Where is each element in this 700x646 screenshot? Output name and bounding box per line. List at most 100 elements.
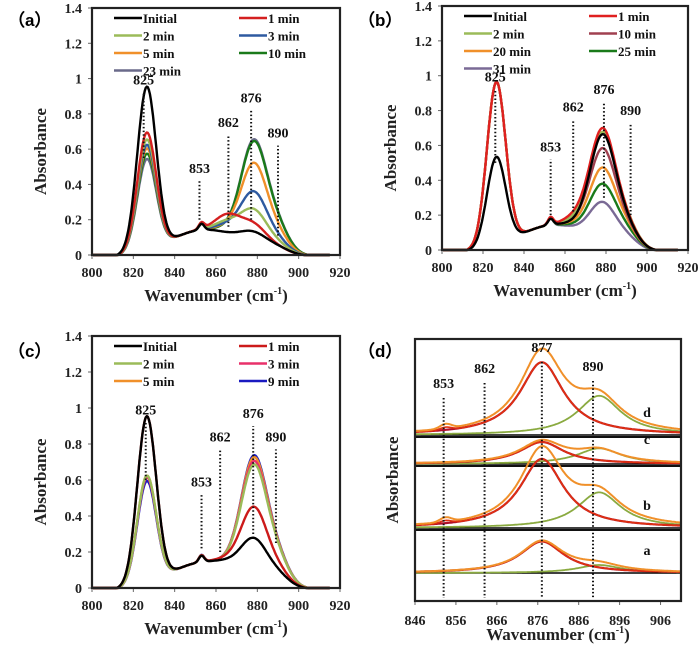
legend-label: 2 min <box>143 357 175 372</box>
legend-label: 5 min <box>143 46 175 61</box>
peak-label-876: 876 <box>593 83 614 98</box>
y-tick-label: 0.8 <box>415 105 433 120</box>
legend-label: 9 min <box>268 374 300 389</box>
x-tick-label: 866 <box>486 614 507 629</box>
legend-label: 1 min <box>268 339 300 354</box>
y-tick-label: 0.6 <box>415 139 433 154</box>
fit-peak-890 <box>415 491 682 529</box>
x-axis-title: Wavenumber (cm-1) <box>493 281 637 300</box>
legend-label: 23 min <box>143 64 182 79</box>
x-tick-label: 820 <box>123 599 144 614</box>
chart-panel-a: （a） 0 0.2 0.4 0.6 0.8 1 1.2 1.4 800 820 840 860 880 90… <box>8 2 351 305</box>
x-tick-label: 800 <box>432 261 453 276</box>
y-tick-label: 0 <box>75 582 82 597</box>
legend-label: 10 min <box>268 46 307 61</box>
legend-label: 2 min <box>493 27 525 42</box>
y-tick-label: 1.4 <box>65 330 83 345</box>
legend-label: 2 min <box>143 29 175 44</box>
plot-frame <box>90 6 342 257</box>
x-tick-label: 820 <box>123 266 144 281</box>
panel-label: （b） <box>358 10 402 30</box>
subpanel-b: b <box>414 445 682 531</box>
legend-label: Initial <box>143 11 177 26</box>
series-line-initial <box>92 415 330 590</box>
x-tick-label: 880 <box>247 266 268 281</box>
peak-label-890: 890 <box>268 127 289 142</box>
x-tick-label: 840 <box>164 266 185 281</box>
x-tick-label: 860 <box>206 599 227 614</box>
legend-label: 25 min <box>618 44 657 59</box>
y-tick-label: 1 <box>425 70 432 85</box>
fit-sum <box>414 347 682 432</box>
peak-label-862: 862 <box>563 100 584 115</box>
peak-label-853: 853 <box>540 140 561 155</box>
subpanel-label: c <box>644 433 650 448</box>
x-tick-label: 896 <box>609 614 630 629</box>
y-tick-label: 1 <box>75 402 82 417</box>
peak-label-876: 876 <box>243 407 264 422</box>
series-line-initial <box>442 133 678 252</box>
x-tick-label: 880 <box>247 599 268 614</box>
fit-peak-877 <box>414 540 682 573</box>
legend-label: Initial <box>143 339 177 354</box>
legend-label: 3 min <box>268 357 300 372</box>
legend-label: 3 min <box>268 29 300 44</box>
chart-panel-d: （d） dc b a 853 862 877 890 846 856 866 876 886 896 906… <box>358 337 683 644</box>
y-tick-label: 0.2 <box>65 214 83 229</box>
x-tick-label: 900 <box>288 599 309 614</box>
peak-label-876: 876 <box>241 91 262 106</box>
peak-label-890: 890 <box>583 360 604 375</box>
fit-peak-890 <box>415 394 682 436</box>
y-axis-title: Absorbance <box>31 438 50 525</box>
y-tick-label: 1.2 <box>415 35 433 50</box>
chart-panel-b: （b） 0 0.2 0.4 0.6 0.8 1 1.2 1.4 800 820 840 860 880 90… <box>358 0 699 300</box>
series-line-1-min <box>92 131 330 257</box>
y-tick-label: 0.2 <box>65 546 83 561</box>
legend-label: 1 min <box>268 11 300 26</box>
y-tick-label: 0.6 <box>65 143 83 158</box>
legend-label: 20 min <box>493 44 532 59</box>
x-tick-label: 920 <box>330 266 351 281</box>
subpanel-label: b <box>643 499 651 514</box>
subpanel-d: d <box>414 347 682 438</box>
x-tick-label: 920 <box>330 599 351 614</box>
x-tick-label: 886 <box>568 614 589 629</box>
panel-label: （d） <box>358 341 402 361</box>
peak-label-862: 862 <box>218 116 239 131</box>
peak-label-825: 825 <box>135 403 156 418</box>
legend-label: 31 min <box>493 62 532 77</box>
legend-label: Initial <box>493 9 527 24</box>
x-tick-label: 860 <box>555 261 576 276</box>
peak-label-862: 862 <box>474 362 495 377</box>
x-tick-label: 900 <box>637 261 658 276</box>
legend-label: 10 min <box>618 27 657 42</box>
raw-spectrum <box>414 458 682 527</box>
series-line-initial <box>92 85 330 257</box>
peak-label-853: 853 <box>433 377 454 392</box>
raw-spectrum <box>415 540 681 573</box>
y-tick-label: 1 <box>75 73 82 88</box>
y-tick-label: 1.2 <box>65 37 83 52</box>
x-tick-label: 906 <box>650 614 671 629</box>
panel-label: （a） <box>8 10 51 30</box>
x-tick-label: 900 <box>288 266 309 281</box>
y-tick-label: 0.2 <box>415 209 433 224</box>
peak-label-877: 877 <box>531 341 552 356</box>
legend-label: 1 min <box>618 9 650 24</box>
peak-label-853: 853 <box>191 475 212 490</box>
fit-sum <box>415 438 681 464</box>
x-axis-title: Wavenumber (cm-1) <box>144 286 288 305</box>
y-axis-title: Absorbance <box>383 436 402 523</box>
x-axis-title: Wavenumber (cm-1) <box>486 625 630 644</box>
y-tick-label: 1.2 <box>65 366 83 381</box>
y-tick-label: 0.8 <box>65 108 83 123</box>
x-tick-label: 800 <box>82 266 103 281</box>
y-tick-label: 0 <box>75 249 82 264</box>
subpanel-label: d <box>643 406 651 421</box>
peak-label-890: 890 <box>265 430 286 445</box>
x-tick-label: 856 <box>445 614 466 629</box>
peak-label-825: 825 <box>133 74 154 89</box>
subpanel-label: a <box>644 544 651 559</box>
plot-frame <box>440 4 690 252</box>
